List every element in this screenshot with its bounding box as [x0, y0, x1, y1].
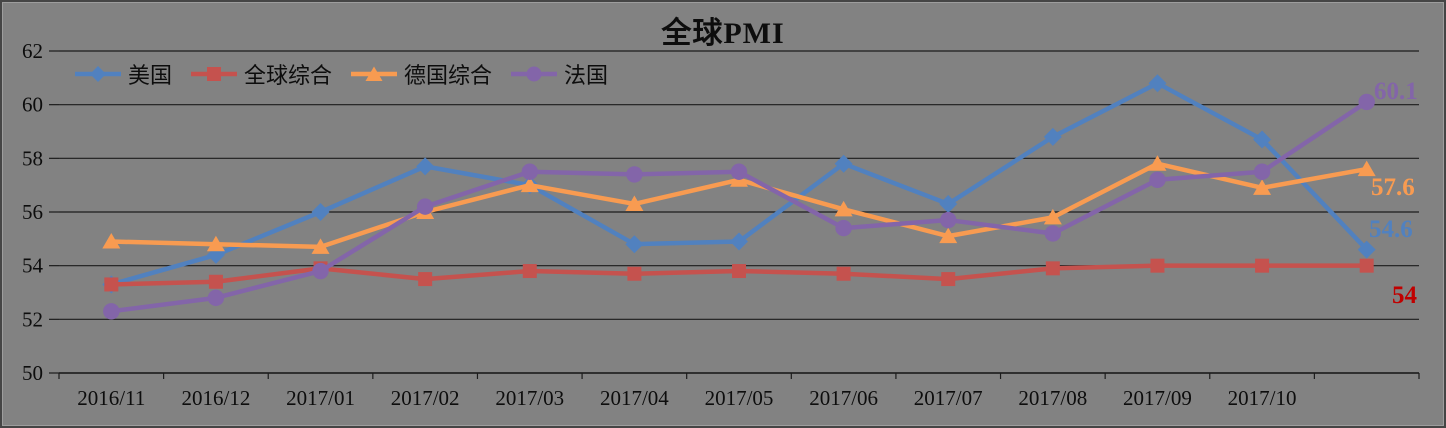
svg-text:58: 58: [22, 146, 43, 170]
svg-text:2017/05: 2017/05: [705, 386, 774, 410]
line-square-icon: [191, 67, 238, 81]
line-circle-icon: [511, 66, 558, 82]
svg-text:2016/12: 2016/12: [182, 386, 251, 410]
end-label-usa: 54.6: [1369, 216, 1413, 243]
svg-text:2017/01: 2017/01: [286, 386, 355, 410]
svg-text:2017/08: 2017/08: [1018, 386, 1087, 410]
svg-text:62: 62: [22, 39, 43, 63]
legend-item-global-composite: 全球综合: [190, 58, 332, 90]
legend: 美国 全球综合 德国综合 法国: [74, 58, 608, 90]
svg-text:2017/07: 2017/07: [914, 386, 983, 410]
end-label-france: 60.1: [1374, 78, 1418, 105]
svg-text:54: 54: [22, 254, 44, 278]
end-label-germany-composite: 57.6: [1371, 174, 1415, 201]
legend-item-germany-composite: 德国综合: [350, 58, 492, 90]
legend-item-france: 法国: [510, 58, 608, 90]
legend-label-germany-composite: 德国综合: [404, 63, 493, 88]
svg-text:2016/11: 2016/11: [77, 386, 145, 410]
legend-label-global-composite: 全球综合: [244, 63, 333, 88]
svg-text:2017/06: 2017/06: [809, 386, 878, 410]
line-diamond-icon: [75, 66, 121, 82]
svg-text:50: 50: [22, 361, 43, 385]
legend-label-usa: 美国: [128, 63, 173, 88]
svg-text:2017/04: 2017/04: [600, 386, 669, 410]
svg-text:60: 60: [22, 93, 43, 117]
svg-text:2017/03: 2017/03: [495, 386, 564, 410]
svg-text:2017/09: 2017/09: [1123, 386, 1192, 410]
legend-label-france: 法国: [564, 63, 609, 88]
svg-text:2017/10: 2017/10: [1228, 386, 1297, 410]
chart-title: 全球PMI: [661, 17, 785, 50]
svg-text:2017/02: 2017/02: [391, 386, 460, 410]
svg-text:56: 56: [22, 200, 43, 224]
legend-item-usa: 美国: [74, 58, 172, 90]
end-label-global-composite: 54: [1392, 282, 1417, 309]
svg-text:52: 52: [22, 307, 43, 331]
line-triangle-icon: [351, 66, 398, 81]
